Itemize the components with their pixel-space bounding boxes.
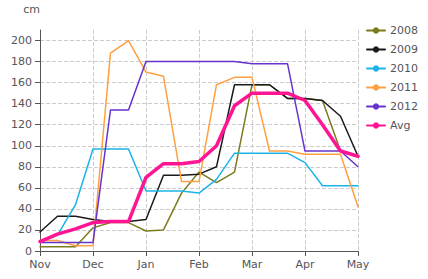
svg-text:2010: 2010 (390, 62, 418, 75)
svg-text:80: 80 (18, 160, 32, 173)
svg-text:120: 120 (11, 118, 32, 131)
svg-text:160: 160 (11, 76, 32, 89)
svg-text:Jan: Jan (137, 258, 155, 271)
svg-text:Avg: Avg (390, 119, 410, 132)
svg-text:2011: 2011 (390, 81, 418, 94)
svg-text:Apr: Apr (295, 258, 315, 271)
svg-text:2008: 2008 (390, 24, 418, 37)
svg-text:Feb: Feb (189, 258, 208, 271)
svg-text:200: 200 (11, 34, 32, 47)
svg-text:0: 0 (25, 245, 32, 258)
svg-text:60: 60 (18, 181, 32, 194)
svg-text:cm: cm (23, 3, 40, 16)
svg-text:Mar: Mar (242, 258, 263, 271)
svg-text:100: 100 (11, 139, 32, 152)
svg-text:Nov: Nov (29, 258, 51, 271)
svg-text:180: 180 (11, 55, 32, 68)
svg-text:40: 40 (18, 202, 32, 215)
svg-text:Dec: Dec (82, 258, 103, 271)
svg-text:20: 20 (18, 223, 32, 236)
svg-text:2009: 2009 (390, 43, 418, 56)
svg-text:2012: 2012 (390, 100, 418, 113)
svg-text:May: May (347, 258, 370, 271)
svg-text:140: 140 (11, 97, 32, 110)
